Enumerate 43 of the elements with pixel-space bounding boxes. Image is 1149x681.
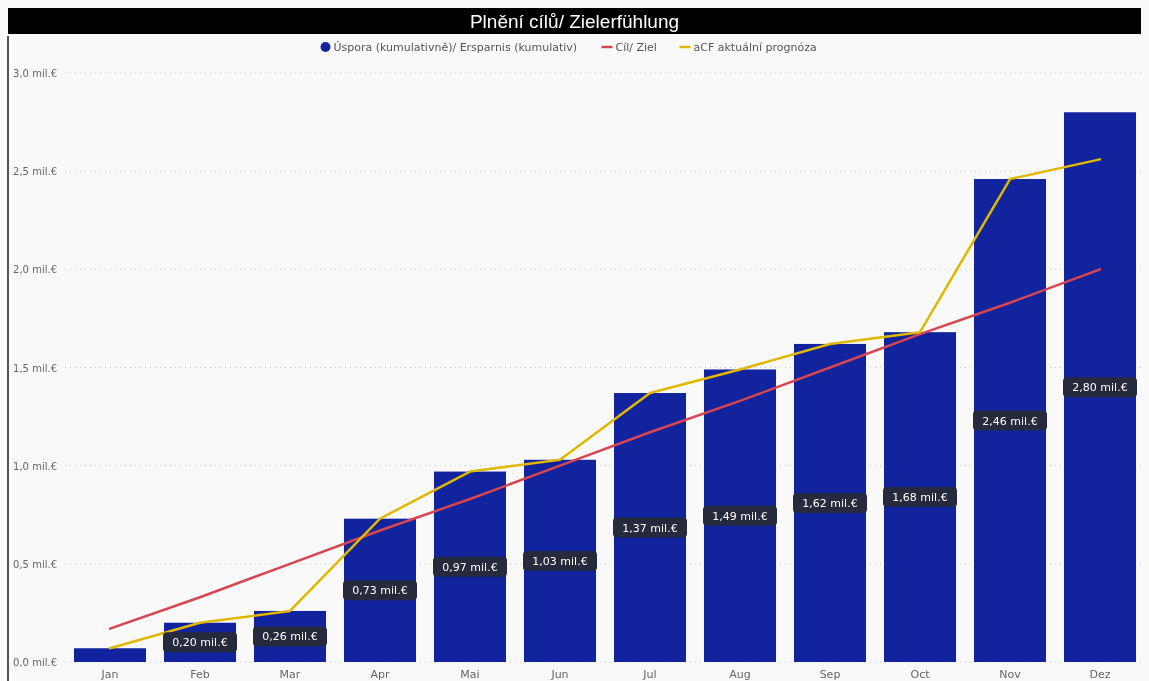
y-tick-label: 3,0 mil.€ [13,68,57,79]
y-tick-label: 2,5 mil.€ [13,166,57,178]
line-series [108,268,1102,630]
y-tick-label: 1,5 mil.€ [13,362,57,374]
bar [614,393,686,662]
x-tick-label: Mar [279,668,301,681]
data-label: 0,26 mil.€ [262,630,318,644]
x-tick-label: Feb [190,668,210,681]
bar [1064,112,1136,662]
data-label: 1,37 mil.€ [622,521,678,535]
x-tick-label: Nov [999,668,1022,681]
data-label: 1,68 mil.€ [892,491,948,505]
data-label: 1,62 mil.€ [802,496,858,510]
chart-title: Plnění cílů/ Zielerfühlung [469,11,680,32]
data-label: 0,20 mil.€ [172,636,228,650]
data-label: 2,80 mil.€ [1072,381,1128,395]
x-tick-label: Jun [550,668,569,681]
x-tick-label: Jul [642,668,657,681]
line-series [108,158,1102,650]
y-tick-label: 0,0 mil.€ [13,657,57,668]
data-label: 2,46 mil.€ [982,414,1038,428]
bar [74,648,146,662]
y-tick-label: 0,5 mil.€ [13,558,57,570]
x-tick-label: Sep [819,668,841,681]
x-tick-label: Mai [460,668,480,681]
data-label: 0,73 mil.€ [352,584,408,598]
bar [974,179,1046,662]
x-tick-label: Dez [1089,668,1111,681]
data-label: 1,03 mil.€ [532,554,588,568]
y-tick-label: 1,0 mil.€ [13,460,57,472]
x-tick-label: Jan [100,668,119,681]
y-tick-label: 2,0 mil.€ [13,264,57,276]
x-tick-label: Apr [370,668,390,681]
x-tick-label: Aug [729,668,751,681]
data-label: 0,97 mil.€ [442,560,498,574]
data-label: 1,49 mil.€ [712,509,768,523]
legend-label: Úspora (kumulativně)/ Ersparnis (kumulativ) [333,41,578,54]
x-tick-label: Oct [910,668,931,681]
legend-label: aCF aktuální prognóza [693,41,817,54]
bar [884,332,956,662]
bar [704,369,776,662]
bar [794,343,866,662]
legend-label: Cíl/ Ziel [615,41,657,54]
